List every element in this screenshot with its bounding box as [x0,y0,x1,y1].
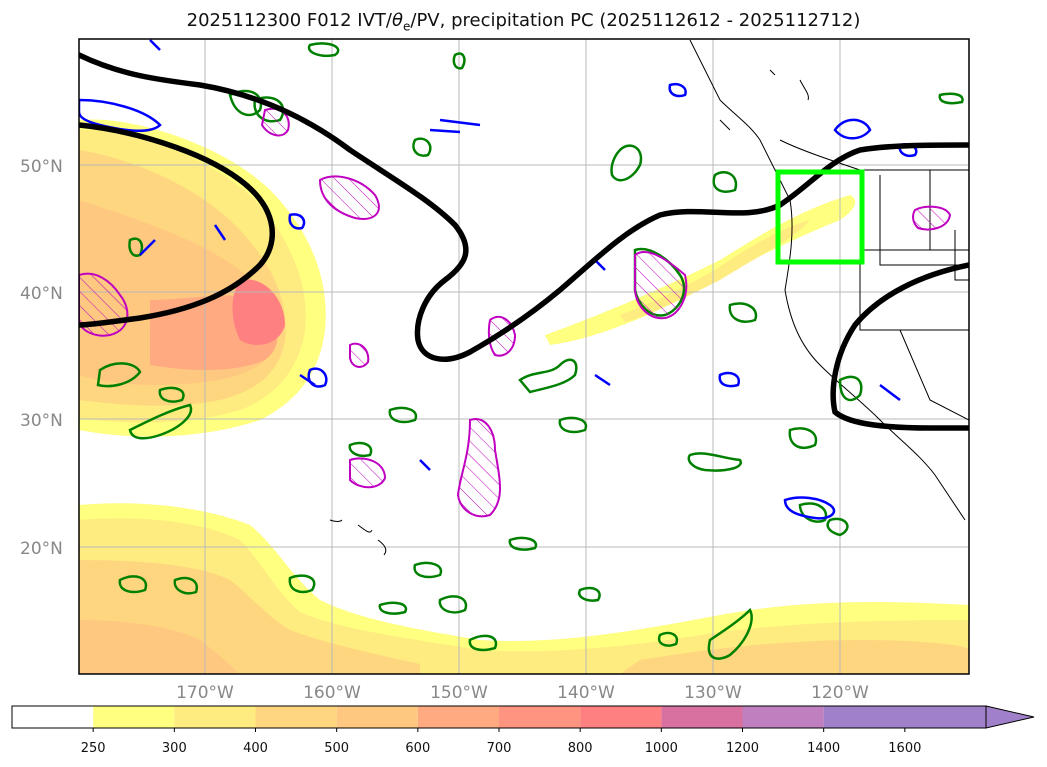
lon-label-170w: 170°W [176,683,234,703]
colorbar-tick-label: 300 [162,741,187,756]
colorbar-tick-label: 250 [81,741,106,756]
colorbar-cell [823,706,986,728]
colorbar-cell [661,706,743,728]
lat-label-50: 50°N [20,157,63,177]
lon-label-120w: 120°W [811,683,869,703]
pv-contours [79,52,969,431]
lat-label-30: 30°N [20,411,63,431]
colorbar-tick-label: 800 [568,741,593,756]
lat-label-40: 40°N [20,284,63,304]
colorbar-cell [580,706,662,728]
ivt-shading-west [79,119,326,437]
colorbar: 250 300 400 500 600 700 800 1000 1200 1400 1600 [11,705,1035,756]
blue-contours [79,39,918,520]
lon-label-140w: 140°W [557,683,615,703]
colorbar-tick-label: 600 [405,741,430,756]
colorbar-cell [12,706,94,728]
colorbar-tick-label: 1200 [726,741,759,756]
lon-label-150w: 150°W [430,683,488,703]
colorbar-cell [417,706,499,728]
colorbar-tick-label: 1000 [645,741,678,756]
map-title: 2025112300 F012 IVT/θe/PV, precipitation… [186,10,861,34]
colorbar-tick-label: 1600 [888,741,921,756]
colorbar-cell [255,706,337,728]
colorbar-cell [499,706,581,728]
colorbar-cell [174,706,256,728]
map-frame [78,38,970,675]
lon-label-130w: 130°W [684,683,742,703]
colorbar-cell [742,706,824,728]
colorbar-tick-label: 400 [243,741,268,756]
colorbar-tick-label: 500 [324,741,349,756]
lon-label-160w: 160°W [303,683,361,703]
colorbar-extend-arrow [985,705,1035,729]
lat-label-20: 20°N [20,539,63,559]
highlight-box [775,169,865,265]
colorbar-cell [93,706,175,728]
colorbar-cell [336,706,418,728]
colorbar-tick-label: 700 [487,741,512,756]
coastlines [329,39,969,556]
colorbar-tick-label: 1400 [807,741,840,756]
